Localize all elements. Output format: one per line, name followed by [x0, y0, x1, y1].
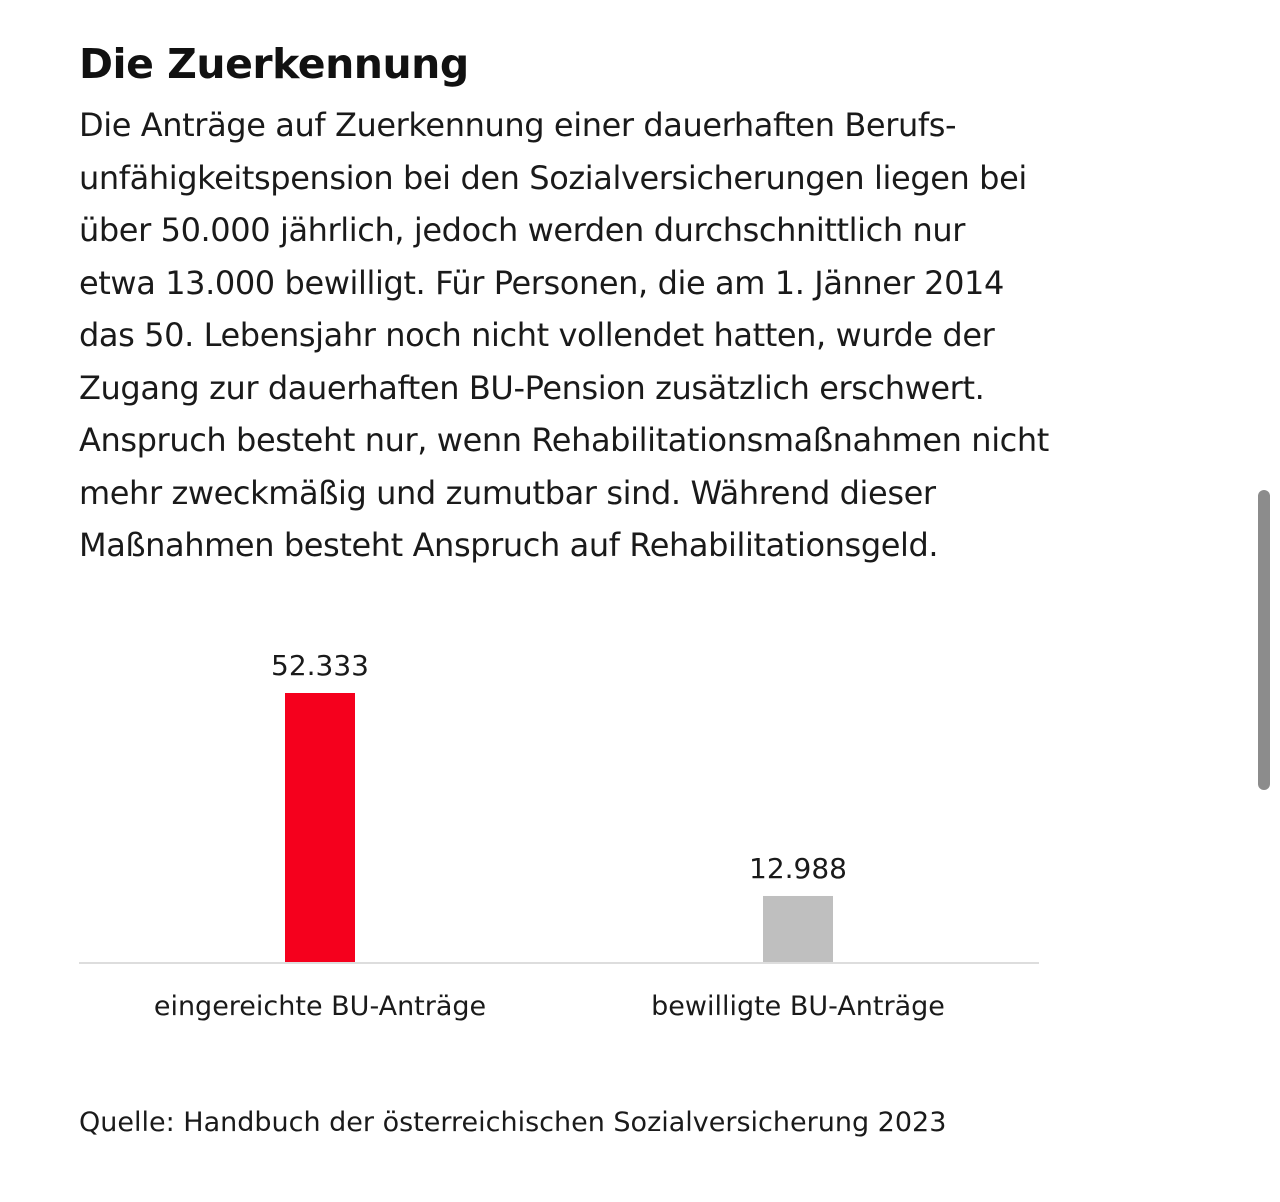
intro-line: mehr zweckmäßig und zumutbar sind. Währe…: [79, 473, 936, 512]
intro-line: über 50.000 jährlich, jedoch werden durc…: [79, 211, 965, 249]
category-label: bewilligte BU-Anträge: [651, 991, 945, 1022]
source-note: Quelle: Handbuch der österreichischen So…: [79, 1107, 947, 1138]
intro-line: Die Anträge auf Zuerkennung einer dauerh…: [79, 106, 957, 144]
intro-line: Zugang zur dauerhaften BU-Pension zusätz…: [79, 368, 985, 407]
intro-line: das 50. Lebensjahr noch nicht vollendet …: [79, 316, 995, 354]
bar-bewilligt: [763, 895, 833, 963]
bar-value-label: 52.333: [271, 649, 369, 682]
intro-line: Anspruch besteht nur, wenn Rehabilitatio…: [79, 421, 1049, 459]
bar-eingereicht: [285, 693, 355, 963]
intro-paragraph: Die Anträge auf Zuerkennung einer dauerh…: [79, 99, 1219, 572]
bars-layer: [285, 693, 833, 963]
intro-line: etwa 13.000 bewilligt. Für Personen, die…: [79, 263, 1004, 302]
category-label: eingereichte BU-Anträge: [154, 991, 486, 1022]
labels-layer: 52.333 eingereichte BU-Anträge 12.988 bewil…: [154, 649, 945, 1022]
chart-headline: Die Zuerkennung: [79, 40, 469, 88]
vertical-scrollbar[interactable]: [1258, 490, 1270, 790]
intro-line: Maßnahmen besteht Anspruch auf Rehabilit…: [79, 526, 939, 564]
bar-value-label: 12.988: [749, 852, 847, 885]
intro-line: unfähigkeitspension bei den Sozialversic…: [79, 158, 1027, 197]
